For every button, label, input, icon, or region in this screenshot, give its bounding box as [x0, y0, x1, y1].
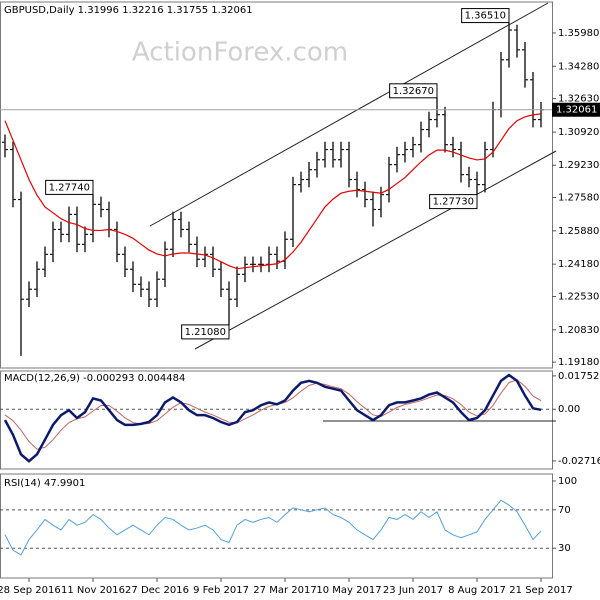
annotation-label: 1.21080	[185, 327, 226, 338]
y-tick-label: 1.34280	[558, 61, 599, 72]
y-tick-label: 1.27580	[558, 193, 599, 204]
annotation-box	[181, 324, 230, 340]
y-tick-label: 0.00	[558, 404, 580, 415]
macd-panel-frame	[0, 370, 553, 470]
x-tick-label: 27 Dec 2016	[125, 585, 189, 596]
watermark: ActionForex.com	[132, 38, 348, 68]
x-tick-label: 9 Feb 2017	[193, 585, 249, 596]
x-tick-label: 11 Nov 2016	[61, 585, 125, 596]
y-tick-label: 0.017521	[558, 371, 600, 382]
rsi-panel-frame	[0, 473, 553, 579]
y-tick-label: 30	[558, 543, 571, 554]
y-tick-label: 1.35980	[558, 28, 599, 39]
x-tick-label: 8 Aug 2017	[448, 585, 506, 596]
y-tick-label: 1.20830	[558, 325, 599, 336]
y-tick-label: 1.32630	[558, 94, 599, 105]
channel-upper	[149, 2, 549, 227]
y-tick-label: 1.24180	[558, 259, 599, 270]
annotation-label: 1.32670	[393, 86, 434, 97]
y-tick-label: 100	[558, 476, 577, 487]
signal-line	[4, 379, 542, 450]
y-tick-label: 1.30920	[558, 127, 599, 138]
rsi-title: RSI(14) 47.9901	[4, 478, 85, 489]
macd-line	[3, 373, 542, 463]
main-panel-frame	[0, 1, 553, 369]
annotation-label: 1.27740	[49, 182, 90, 193]
last-price-label: 1.32061	[556, 105, 597, 116]
annotation-box	[389, 83, 438, 99]
x-tick-label: 27 Mar 2017	[253, 585, 316, 596]
chart-title: GBPUSD,Daily 1.31996 1.32216 1.31755 1.3…	[4, 5, 253, 16]
x-tick-label: 21 Sep 2017	[509, 585, 572, 596]
channel-lower	[194, 150, 557, 350]
y-tick-label: -0.027169	[558, 456, 600, 467]
annotation-box	[461, 8, 510, 24]
y-tick-label: 1.19180	[558, 357, 599, 368]
last-price-box	[552, 102, 600, 117]
annotation-label: 1.27730	[433, 197, 474, 208]
y-tick-label: 1.29230	[558, 160, 599, 171]
x-tick-label: 10 May 2017	[316, 585, 381, 596]
annotation-box	[45, 179, 94, 195]
y-tick-label: 1.25880	[558, 226, 599, 237]
y-tick-label: 1.22530	[558, 291, 599, 302]
moving-average	[4, 113, 542, 270]
y-tick-label: 70	[558, 505, 571, 516]
rsi-line	[4, 499, 542, 556]
annotation-label: 1.36510	[465, 11, 506, 22]
macd-title: MACD(12,26,9) -0.000293 0.004484	[4, 373, 185, 384]
x-tick-label: 23 Jun 2017	[383, 585, 443, 596]
annotation-box	[429, 194, 478, 210]
x-tick-label: 28 Sep 2016	[0, 585, 61, 596]
